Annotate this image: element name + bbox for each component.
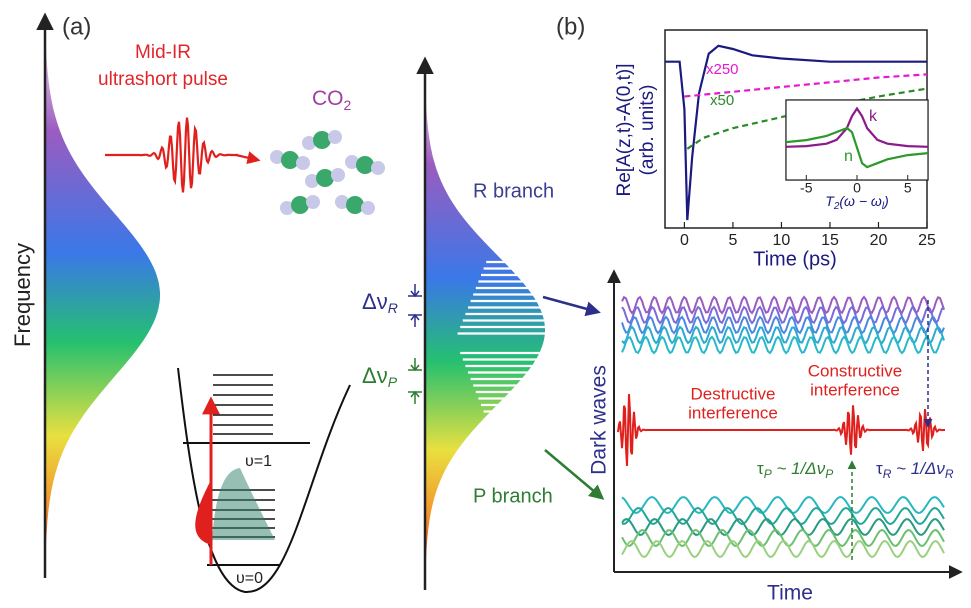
atom <box>316 169 334 187</box>
atom <box>331 168 345 182</box>
branch-arrow <box>543 297 598 312</box>
molecule-sub: 2 <box>344 97 352 113</box>
branch-label: P branch <box>473 485 553 507</box>
y-label: Re[A(z,t)-A(0,t)] <box>614 63 635 196</box>
pulse-title: Mid-IR <box>135 42 191 63</box>
wave <box>622 541 944 557</box>
panel-label: (b) <box>556 13 585 40</box>
x-tick-label: 5 <box>904 180 912 196</box>
tau-expr: ~ 1/Δν <box>891 459 945 478</box>
potential <box>178 368 350 592</box>
pulse-shape <box>195 480 211 545</box>
spectrum <box>45 20 160 575</box>
x-tick-label: 25 <box>918 232 936 249</box>
branch-label: R branch <box>473 180 554 202</box>
tau-p: τP ~ 1/ΔνP <box>757 459 833 481</box>
inset-x-label: T2(ω − ωl) <box>825 193 888 212</box>
delta-symbol: Δν <box>362 363 388 388</box>
series-label: x50 <box>710 92 734 109</box>
tau-r: τR ~ 1/ΔνR <box>876 459 954 481</box>
population <box>212 468 275 540</box>
atom <box>313 131 331 149</box>
destructive-label: interference <box>688 403 778 422</box>
atom <box>281 151 299 169</box>
wave <box>622 317 944 333</box>
delta-p: ΔνP <box>362 363 398 390</box>
pulse-title: ultrashort pulse <box>98 69 228 90</box>
molecule-base: CO <box>312 87 344 110</box>
part: (ω − ω <box>839 193 882 209</box>
series-label: x250 <box>706 61 739 78</box>
constructive-label: interference <box>810 380 900 399</box>
x-tick-label: 15 <box>821 232 839 249</box>
time-label: Time <box>767 582 813 605</box>
molecule-label: CO2 <box>312 87 352 113</box>
tau-sub: R <box>883 467 892 481</box>
delta-r: ΔνR <box>362 289 398 316</box>
delta-symbol: Δν <box>362 289 388 314</box>
tau-sub: P <box>764 467 772 481</box>
x-tick-label: 10 <box>773 232 791 249</box>
level-label: υ=0 <box>236 570 263 587</box>
delta-sub: P <box>388 374 398 390</box>
destructive-label: Destructive <box>690 384 775 403</box>
series-label: n <box>844 148 853 165</box>
spacing-arrow <box>411 284 419 327</box>
x-tick-label: -5 <box>800 180 813 196</box>
atom <box>296 156 310 170</box>
x-tick-label: 20 <box>870 232 888 249</box>
spacing-arrow <box>411 358 419 404</box>
series-label: k <box>869 108 878 125</box>
frequency-label: Frequency <box>10 243 35 347</box>
dark-waves-label: Dark waves <box>588 365 611 475</box>
wave <box>622 519 944 535</box>
atom <box>361 201 375 215</box>
pulse-arrow <box>236 155 258 160</box>
x-tick-label: 5 <box>728 232 737 249</box>
atom <box>346 196 364 214</box>
x-label: Time (ps) <box>753 248 837 270</box>
atom <box>371 161 385 175</box>
pulse-train <box>618 394 945 466</box>
atom <box>291 196 309 214</box>
constructive-label: Constructive <box>808 361 902 380</box>
x-tick-label: 0 <box>680 232 689 249</box>
atom <box>356 156 374 174</box>
level-label: υ=1 <box>245 453 272 470</box>
pulse <box>105 118 238 193</box>
panel-label: (a) <box>62 13 91 40</box>
tau-expr: ~ 1/Δν <box>772 459 826 478</box>
tau-sub: P <box>825 467 833 481</box>
tau-sub: R <box>945 467 954 481</box>
atom <box>306 195 320 209</box>
figure: 0510152025-505 (a) Mid-IR ultrashort pul… <box>0 0 971 608</box>
delta-sub: R <box>388 300 398 316</box>
atom <box>328 130 342 144</box>
y-label: (arb. units) <box>637 85 658 176</box>
